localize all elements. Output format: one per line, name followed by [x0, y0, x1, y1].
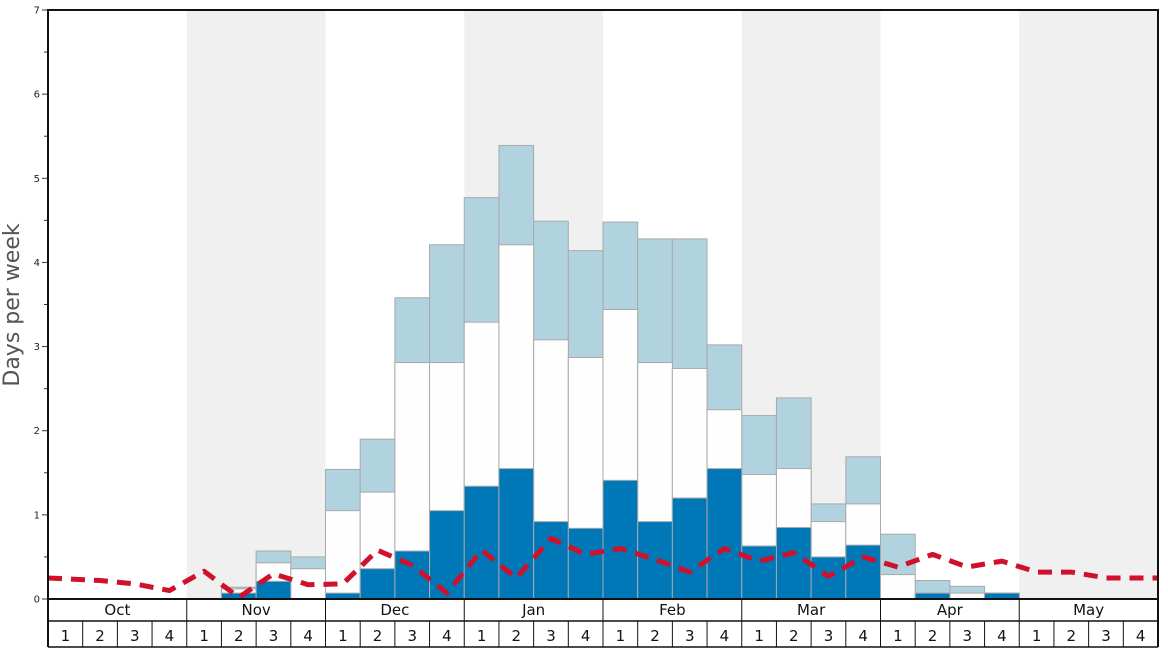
bar-series-3 [845, 544, 881, 600]
week-label: 3 [1101, 627, 1111, 645]
plot-frame [47, 9, 1159, 600]
bar-series-3 [429, 510, 465, 600]
month-label: Oct [104, 601, 130, 619]
bar-series-3 [498, 468, 535, 600]
week-label: 4 [720, 627, 730, 645]
y-axis-label: Days per week [0, 223, 25, 386]
bar-series-2 [290, 568, 326, 600]
trend-line-group [47, 535, 1158, 600]
week-label: 2 [789, 627, 799, 645]
bar-series-3 [463, 485, 500, 600]
week-label: 1 [616, 627, 626, 645]
bar-series-3 [706, 468, 743, 600]
week-label: 2 [512, 627, 522, 645]
week-label: 1 [338, 627, 348, 645]
week-label: 3 [685, 627, 695, 645]
y-tick-label: 7 [34, 6, 40, 17]
week-label: 2 [1067, 627, 1077, 645]
week-label: 4 [1136, 627, 1146, 645]
week-label: 4 [581, 627, 591, 645]
month-label: May [1073, 601, 1104, 619]
week-label: 2 [95, 627, 105, 645]
trend-line [47, 535, 1158, 600]
bar-series-3 [602, 479, 639, 600]
bar-series-2 [880, 574, 916, 600]
month-label: Nov [241, 601, 270, 619]
week-label: 3 [962, 627, 972, 645]
month-label: Jan [521, 601, 545, 619]
week-label: 4 [442, 627, 452, 645]
y-tick-label: 6 [34, 90, 40, 101]
month-band [186, 10, 326, 599]
y-axis: 0 1 2 3 4 5 6 7 [34, 6, 48, 606]
month-label: Apr [937, 601, 964, 619]
week-label: 4 [997, 627, 1007, 645]
bar-series-3 [359, 568, 396, 600]
bar-series-3 [533, 521, 569, 600]
bar-series-3 [637, 521, 673, 600]
bar-series-3 [741, 545, 777, 600]
week-label: 2 [928, 627, 938, 645]
month-label: Dec [380, 601, 409, 619]
week-label: 1 [61, 627, 71, 645]
month-label: Feb [659, 601, 686, 619]
week-label: 1 [199, 627, 209, 645]
week-label: 2 [234, 627, 244, 645]
week-label: 1 [1032, 627, 1042, 645]
month-label: Mar [797, 601, 826, 619]
week-label: 3 [269, 627, 279, 645]
week-label: 3 [824, 627, 834, 645]
month-band [1019, 10, 1158, 599]
y-tick-label: 4 [34, 258, 40, 269]
week-label: 4 [858, 627, 868, 645]
week-label: 3 [130, 627, 140, 645]
week-label: 2 [373, 627, 383, 645]
week-label: 4 [165, 627, 175, 645]
x-axis: Oct Nov Dec Jan Feb Mar Apr May 1 2 3 4 1 2 3 4 1 2 3 4 1 2 3 4… [47, 599, 1159, 648]
week-label: 1 [477, 627, 487, 645]
week-label: 1 [893, 627, 903, 645]
y-tick-label: 1 [34, 510, 40, 521]
y-tick-label: 3 [34, 342, 40, 353]
week-label: 3 [407, 627, 417, 645]
bars-group [220, 144, 1020, 600]
y-tick-label: 5 [34, 174, 40, 185]
week-label: 2 [650, 627, 660, 645]
week-label: 4 [303, 627, 313, 645]
y-tick-label: 0 [34, 595, 40, 606]
bar-series-3 [671, 497, 708, 600]
week-label: 1 [754, 627, 764, 645]
bar-series-3 [567, 527, 604, 600]
y-tick-label: 2 [34, 426, 40, 437]
week-label: 3 [546, 627, 556, 645]
